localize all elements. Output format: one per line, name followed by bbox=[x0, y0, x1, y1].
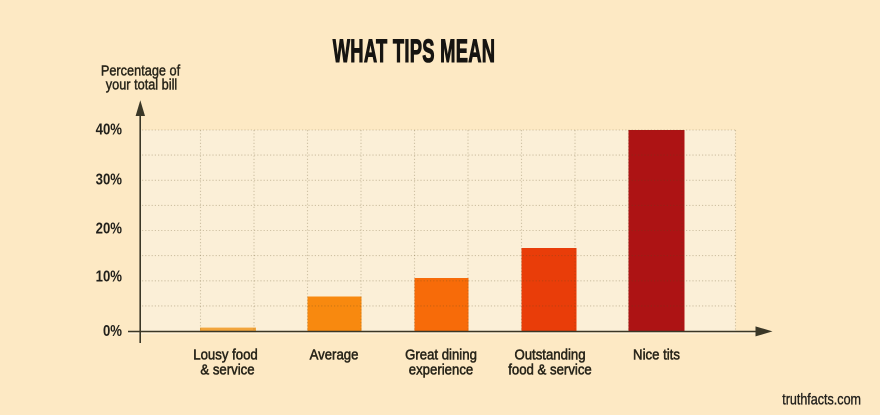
svg-text:Great dining: Great dining bbox=[405, 346, 477, 363]
svg-text:Lousy food: Lousy food bbox=[193, 346, 258, 363]
svg-text:experience: experience bbox=[409, 361, 474, 378]
svg-text:Average: Average bbox=[310, 346, 359, 363]
svg-text:food & service: food & service bbox=[508, 361, 592, 378]
svg-text:20%: 20% bbox=[96, 221, 123, 238]
svg-text:truthfacts.com: truthfacts.com bbox=[782, 390, 861, 408]
svg-text:10%: 10% bbox=[96, 269, 123, 286]
svg-text:40%: 40% bbox=[96, 122, 123, 139]
svg-text:WHAT TIPS MEAN: WHAT TIPS MEAN bbox=[333, 32, 496, 69]
svg-text:Nice tits: Nice tits bbox=[633, 346, 680, 363]
svg-text:30%: 30% bbox=[96, 172, 123, 189]
svg-text:0%: 0% bbox=[103, 323, 122, 340]
svg-text:& service: & service bbox=[200, 361, 254, 378]
svg-text:Percentage of: Percentage of bbox=[101, 61, 180, 78]
svg-text:your total bill: your total bill bbox=[106, 75, 178, 92]
svg-text:Outstanding: Outstanding bbox=[514, 346, 585, 363]
